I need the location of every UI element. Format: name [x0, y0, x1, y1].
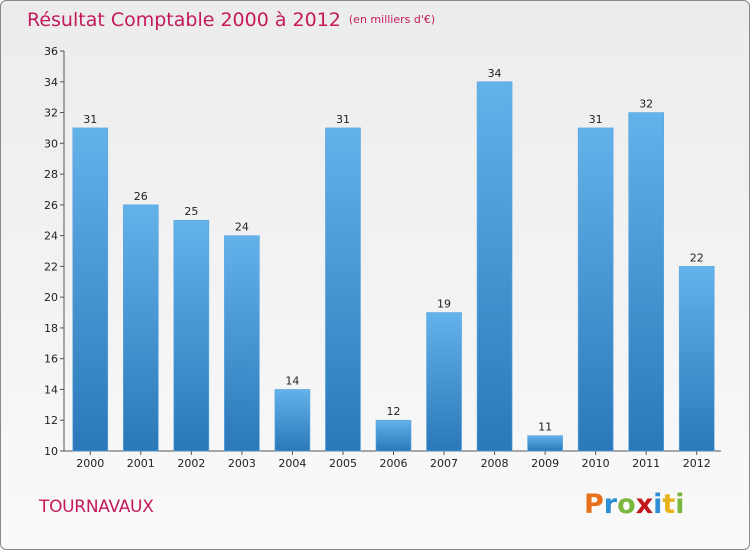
bar-2010[interactable] — [577, 127, 614, 452]
y-tick-label: 20 — [44, 291, 58, 304]
value-label-2008: 34 — [488, 67, 502, 80]
bar-2004[interactable] — [274, 389, 311, 452]
y-tick-label: 22 — [44, 260, 58, 273]
bar-2011[interactable] — [628, 112, 664, 452]
logo-letter: o — [617, 489, 636, 520]
x-tick-label-2000: 2000 — [76, 457, 104, 470]
value-label-2006: 12 — [387, 405, 401, 418]
value-label-2000: 31 — [83, 113, 97, 126]
value-label-2010: 31 — [589, 113, 603, 126]
x-tick-label-2009: 2009 — [531, 457, 559, 470]
value-label-2007: 19 — [437, 298, 451, 311]
x-tick-label-2001: 2001 — [127, 457, 155, 470]
value-label-2012: 22 — [690, 251, 704, 264]
bar-2008[interactable] — [476, 81, 513, 452]
bar-2007[interactable] — [426, 312, 462, 452]
y-tick-label: 26 — [44, 199, 58, 212]
bar-2000[interactable] — [72, 127, 109, 452]
value-label-2002: 25 — [184, 205, 198, 218]
bar-2006[interactable] — [375, 419, 412, 452]
logo-letter: t — [662, 489, 676, 520]
value-label-2011: 32 — [639, 98, 653, 111]
x-tick-label-2004: 2004 — [278, 457, 306, 470]
logo-letter: x — [635, 489, 654, 520]
chart-title: Résultat Comptable 2000 à 2012 (en millie… — [27, 9, 435, 31]
y-tick-label: 14 — [44, 383, 58, 396]
y-tick-label: 32 — [44, 107, 58, 120]
value-label-2001: 26 — [134, 190, 148, 203]
x-tick-label-2008: 2008 — [481, 457, 509, 470]
x-tick-label-2003: 2003 — [228, 457, 256, 470]
x-tick-label-2002: 2002 — [177, 457, 205, 470]
logo-letter: i — [653, 489, 663, 520]
x-tick-label-2006: 2006 — [380, 457, 408, 470]
y-tick-label: 16 — [44, 353, 58, 366]
y-tick-label: 10 — [44, 445, 58, 458]
logo-letter: i — [675, 489, 685, 520]
value-label-2005: 31 — [336, 113, 350, 126]
y-tick-label: 24 — [44, 230, 58, 243]
x-tick-label-2011: 2011 — [632, 457, 660, 470]
value-label-2009: 11 — [538, 421, 552, 434]
proxiti-logo[interactable]: Proxiti — [584, 489, 685, 520]
value-label-2004: 14 — [285, 374, 299, 387]
labels: 2000 31 2001 26 2002 25 2003 24 2004 14 2005 31 2006… — [76, 67, 710, 470]
x-tick-label-2007: 2007 — [430, 457, 458, 470]
y-tick-label: 30 — [44, 137, 58, 150]
logo-letter: r — [603, 489, 618, 520]
y-tick-label: 34 — [44, 76, 58, 89]
commune-name: TOURNAVAUX — [39, 497, 154, 517]
value-label-2003: 24 — [235, 221, 249, 234]
chart-subtitle: (en milliers d'€) — [348, 13, 436, 26]
bar-2005[interactable] — [325, 127, 361, 452]
logo-letter: P — [584, 489, 604, 520]
bar-2012[interactable] — [678, 266, 715, 452]
title-text: Résultat Comptable 2000 à 2012 — [27, 9, 341, 31]
y-tick-label: 18 — [44, 322, 58, 335]
bars — [72, 81, 715, 452]
y-tick-label: 12 — [44, 414, 58, 427]
bar-2001[interactable] — [123, 204, 159, 452]
x-tick-label-2005: 2005 — [329, 457, 357, 470]
bar-2002[interactable] — [173, 219, 210, 452]
bar-2003[interactable] — [224, 235, 260, 452]
y-tick-label: 28 — [44, 168, 58, 181]
x-tick-label-2010: 2010 — [582, 457, 610, 470]
y-tick-label: 36 — [44, 45, 58, 58]
bar-2009[interactable] — [527, 435, 563, 452]
x-tick-label-2012: 2012 — [683, 457, 711, 470]
